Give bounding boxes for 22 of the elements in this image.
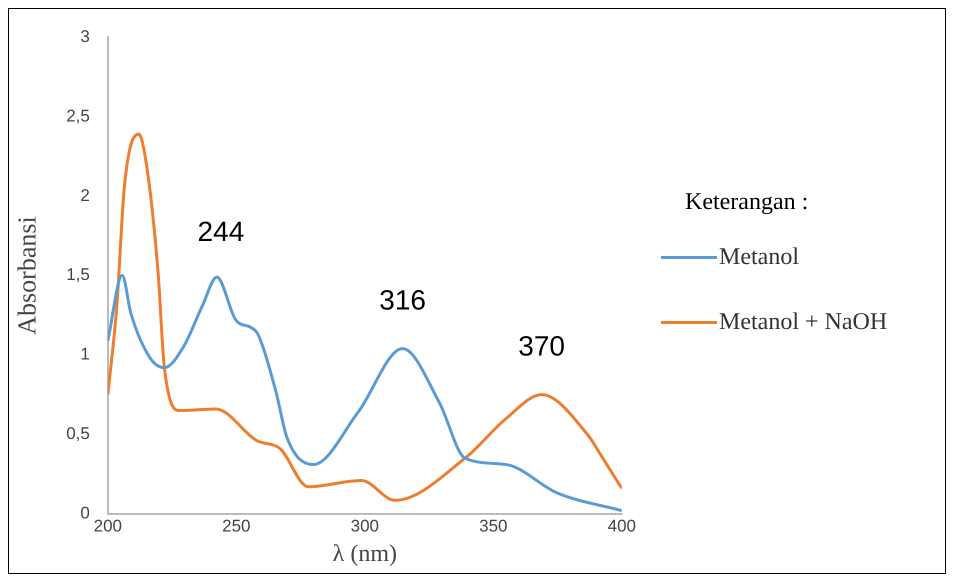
x-tick-label: 300: [350, 516, 380, 536]
legend-label: Metanol: [719, 244, 799, 271]
y-tick-label: 1,5: [66, 265, 90, 284]
legend-title: Keterangan :: [685, 189, 810, 216]
legend-label: Metanol + NaOH: [719, 309, 888, 336]
line-series: [108, 274, 622, 512]
y-tick-label: 0,5: [66, 424, 90, 444]
y-tick-label: 1: [80, 344, 90, 364]
x-tick-label: 400: [608, 516, 636, 536]
y-axis-title: Absorbansi: [12, 216, 42, 335]
x-axis-title: λ (nm): [332, 540, 397, 567]
annotation: 370: [518, 330, 565, 362]
y-tick-label: 2,5: [66, 106, 90, 126]
annotation: 316: [379, 284, 426, 316]
y-tick-label: 3: [80, 26, 90, 46]
line-series: [108, 132, 622, 502]
x-tick-label: 250: [222, 516, 251, 536]
annotation: 244: [198, 216, 244, 247]
x-tick-label: 200: [94, 516, 122, 536]
x-tick-label: 350: [479, 516, 508, 536]
y-tick-label: 0: [80, 503, 90, 522]
y-tick-label: 2: [80, 186, 90, 205]
